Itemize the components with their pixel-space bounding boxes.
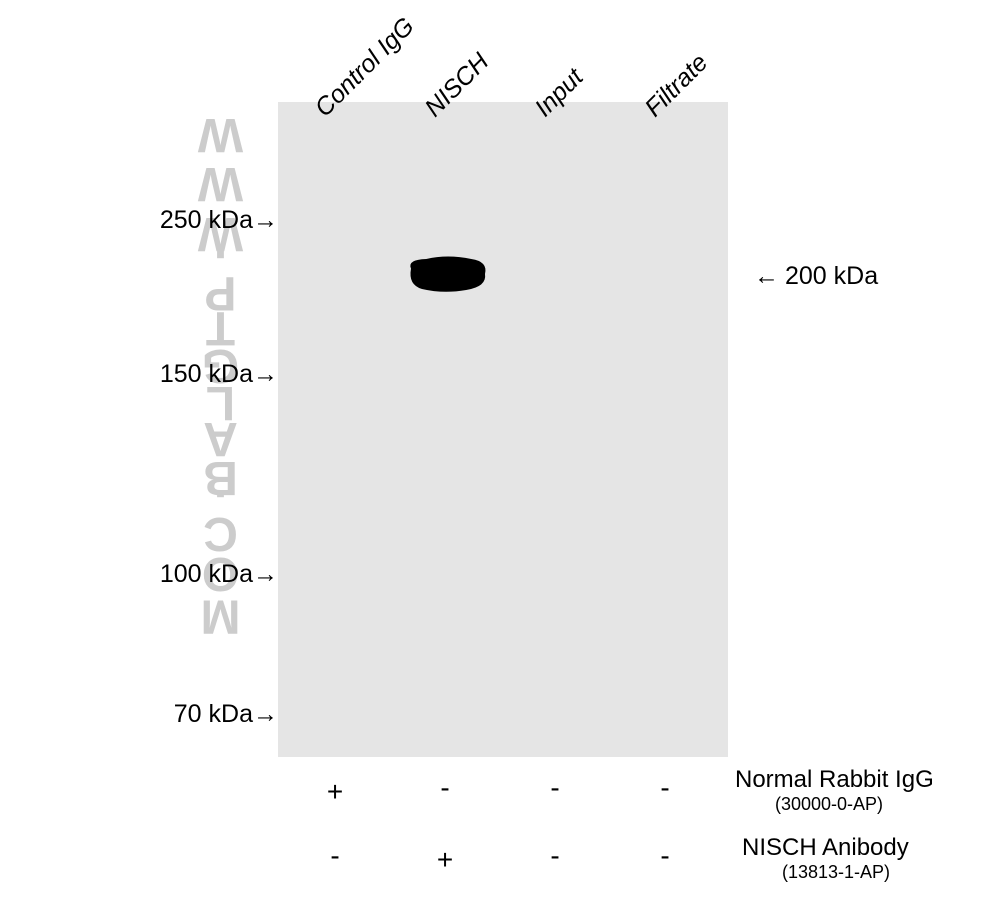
band-marker-label: 200 kDa xyxy=(785,262,878,290)
band xyxy=(410,257,485,292)
mw-marker-label: 250 kDa xyxy=(160,206,253,234)
treatment-symbol-0-1: - xyxy=(433,772,457,804)
treatment-symbol-1-2: - xyxy=(543,840,567,872)
mw-marker-label: 150 kDa xyxy=(160,360,253,388)
mw-marker-2: 100 kDa→ xyxy=(90,560,275,589)
treatment-symbol-1-0: - xyxy=(323,840,347,872)
figure-container: WWW.PTGLAB.COM Control IgGNISCHInputFilt… xyxy=(0,0,1000,903)
arrow-right-icon: → xyxy=(253,206,275,235)
mw-marker-1: 150 kDa→ xyxy=(90,360,275,389)
mw-marker-label: 100 kDa xyxy=(160,560,253,588)
arrow-left-icon: ← xyxy=(754,262,779,291)
arrow-right-icon: → xyxy=(253,360,275,389)
blot-background xyxy=(278,102,728,757)
treatment-label-0: Normal Rabbit IgG xyxy=(735,766,934,794)
arrow-right-icon: → xyxy=(253,700,275,729)
treatment-symbol-0-3: - xyxy=(653,772,677,804)
treatment-symbol-0-0: + xyxy=(323,776,347,808)
treatment-sublabel-1: (13813-1-AP) xyxy=(782,862,890,883)
treatment-label-1: NISCH Anibody xyxy=(742,834,909,862)
mw-marker-label: 70 kDa xyxy=(174,700,253,728)
mw-marker-0: 250 kDa→ xyxy=(90,206,275,235)
arrow-right-icon: → xyxy=(253,560,275,589)
treatment-symbol-1-3: - xyxy=(653,840,677,872)
blot-area xyxy=(278,102,728,757)
treatment-symbol-1-1: + xyxy=(433,844,457,876)
band-marker: ←200 kDa xyxy=(754,262,878,291)
mw-marker-3: 70 kDa→ xyxy=(90,700,275,729)
treatment-sublabel-0: (30000-0-AP) xyxy=(775,794,883,815)
treatment-symbol-0-2: - xyxy=(543,772,567,804)
